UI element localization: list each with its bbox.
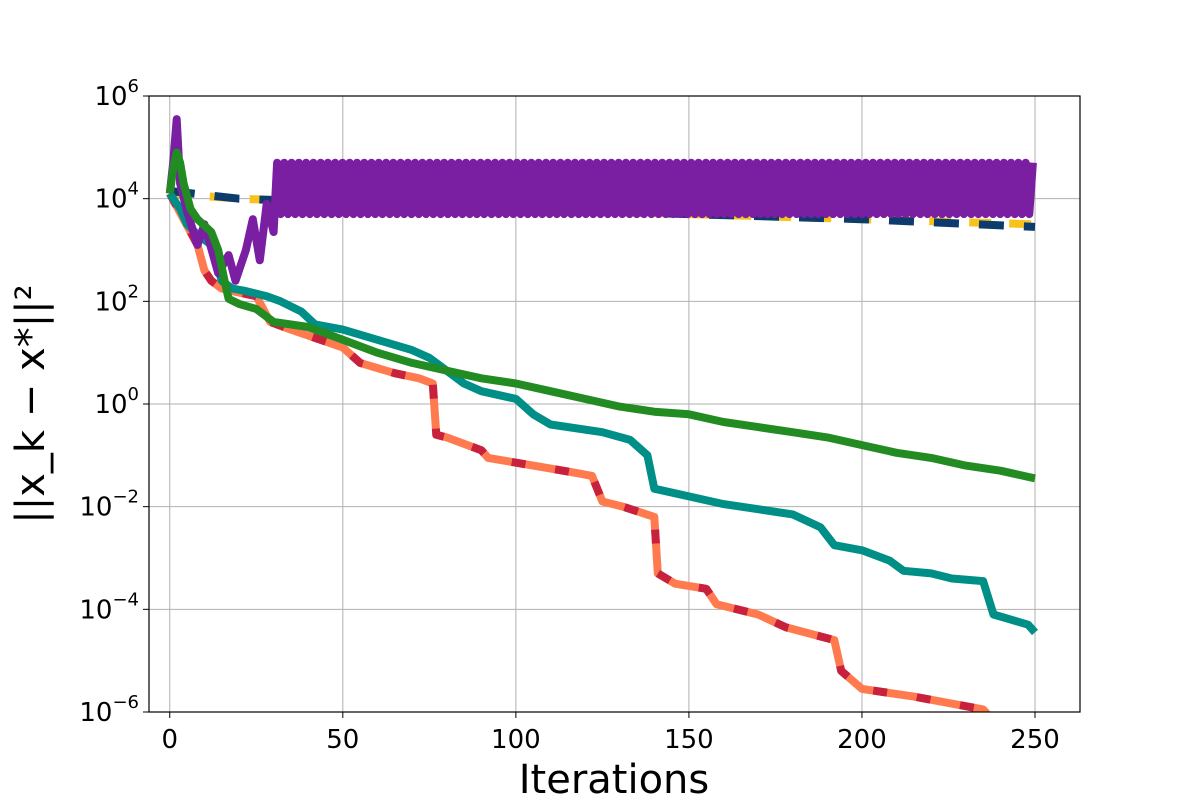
x-tick-label: 100 <box>491 725 541 755</box>
series-line-5 <box>166 191 1038 636</box>
series-line-2 <box>169 187 1036 231</box>
y-tick-label: 10−6 <box>79 692 139 728</box>
y-tick-label: 100 <box>94 384 139 420</box>
x-axis-ticks: 0 50 100 150 200 250 <box>161 712 1060 755</box>
y-axis-title: ||x_k − x*||² <box>8 284 54 523</box>
x-axis-title: Iterations <box>519 757 710 800</box>
series-line-6 <box>165 115 1037 285</box>
y-tick-label: 102 <box>94 281 139 317</box>
x-tick-label: 200 <box>837 725 887 755</box>
series-line-3 <box>166 191 991 712</box>
y-tick-label: 10−4 <box>79 589 139 625</box>
x-tick-label: 0 <box>161 725 178 755</box>
x-tick-label: 150 <box>664 725 714 755</box>
y-tick-label: 104 <box>94 179 139 215</box>
series-group <box>165 115 1038 712</box>
series-line-7 <box>165 148 1036 483</box>
y-tick-label: 10−2 <box>79 487 139 523</box>
y-axis-ticks: 10−6 10−4 10−2 100 102 104 106 <box>79 76 149 728</box>
x-tick-label: 50 <box>326 725 359 755</box>
y-tick-label: 106 <box>94 76 139 112</box>
x-tick-label: 250 <box>1010 725 1060 755</box>
series-line-4 <box>166 191 991 712</box>
